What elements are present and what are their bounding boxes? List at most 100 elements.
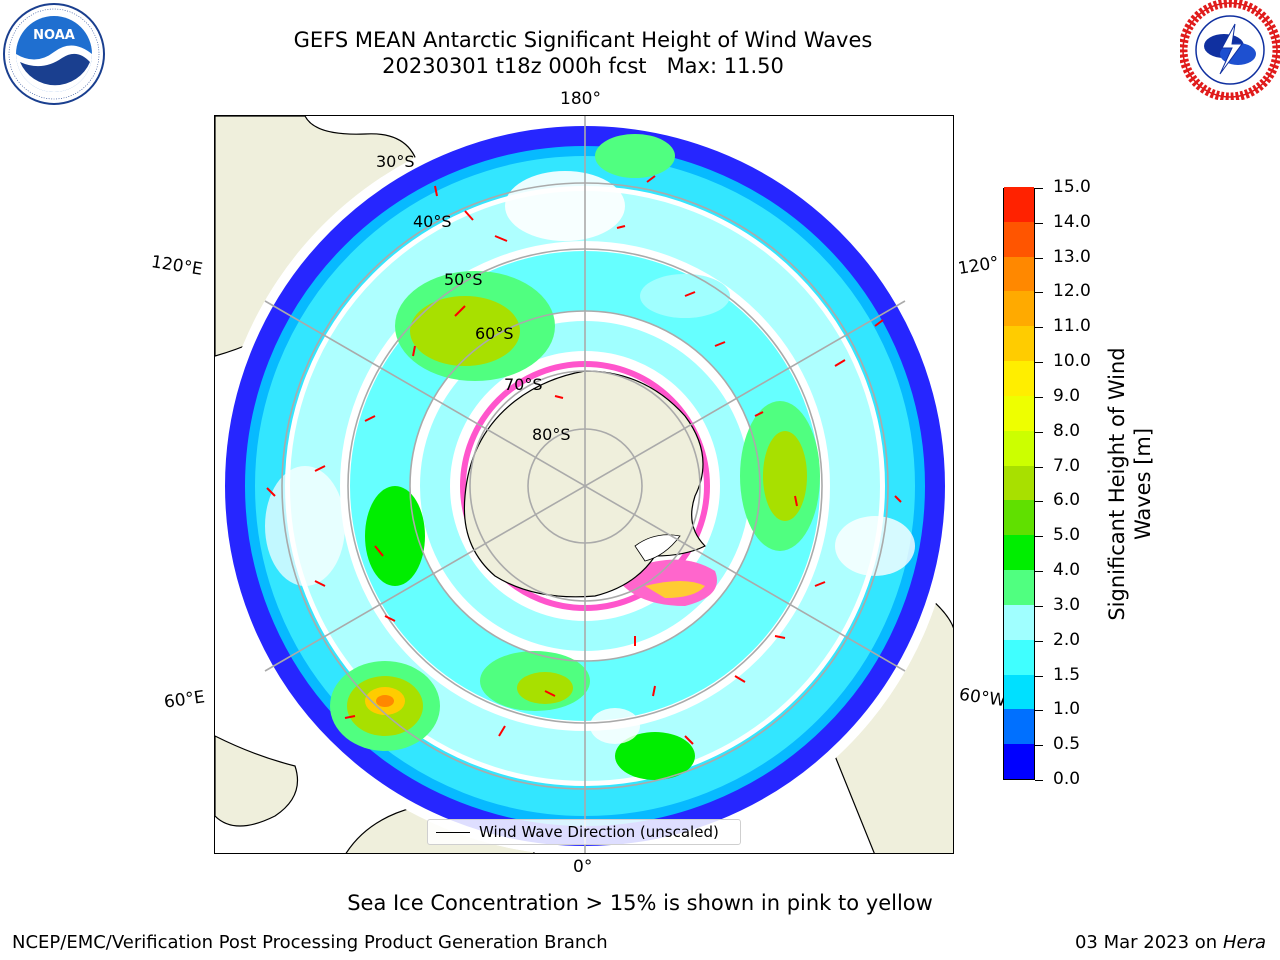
- colorbar-tick-mark: [1035, 710, 1043, 712]
- colorbar-tick-mark: [1035, 675, 1043, 677]
- colorbar-segment: [1004, 569, 1034, 605]
- wind-arrow: [544, 690, 556, 697]
- lat-label-80s: 80°S: [532, 425, 571, 444]
- wind-arrow: [684, 291, 696, 297]
- figure-title: GEFS MEAN Antarctic Significant Height o…: [183, 27, 983, 79]
- lat-label-60s: 60°S: [475, 324, 514, 343]
- wind-arrow: [714, 341, 726, 347]
- colorbar-segment: [1004, 639, 1034, 675]
- colorbar-tick-mark: [1035, 536, 1043, 538]
- colorbar-tick-label: 1.0: [1053, 699, 1081, 720]
- wind-arrow: [616, 225, 626, 229]
- colorbar-tick-mark: [1035, 640, 1043, 642]
- colorbar-segment: [1004, 708, 1034, 745]
- colorbar-tick-mark: [1035, 745, 1043, 747]
- legend-text: Wind Wave Direction (unscaled): [479, 823, 719, 841]
- colorbar-tick-mark: [1035, 605, 1043, 607]
- wind-arrow: [874, 319, 884, 327]
- colorbar-tick-mark: [1035, 327, 1043, 329]
- polar-map: [215, 116, 953, 853]
- colorbar-segment: [1004, 290, 1034, 327]
- producer-credit: NCEP/EMC/Verification Post Processing Pr…: [12, 932, 608, 953]
- colorbar-segment: [1004, 499, 1034, 536]
- map-frame: [214, 115, 954, 854]
- colorbar-tick-mark: [1035, 188, 1043, 189]
- title-line-2: 20230301 t18z 000h fcst Max: 11.50: [382, 54, 784, 78]
- wind-arrow: [454, 305, 466, 317]
- colorbar-tick-mark: [1035, 362, 1043, 364]
- lon-label-120e: 120°E: [149, 252, 204, 280]
- colorbar-tick-label: 1.5: [1053, 664, 1081, 685]
- lat-label-30s: 30°S: [376, 152, 415, 171]
- wind-arrow: [894, 495, 902, 503]
- colorbar-tick-mark: [1035, 222, 1043, 224]
- colorbar-tick-label: 2.0: [1053, 629, 1081, 650]
- colorbar-tick-label: 6.0: [1053, 490, 1081, 511]
- colorbar-segment: [1004, 430, 1034, 466]
- wind-arrow: [652, 685, 656, 697]
- colorbar-segment: [1004, 604, 1034, 640]
- wind-arrow: [314, 580, 326, 587]
- colorbar-tick-label: 12.0: [1053, 281, 1091, 302]
- wind-arrow: [774, 635, 786, 639]
- date-text: 03 Mar 2023 on: [1074, 932, 1218, 953]
- colorbar: [1003, 186, 1035, 780]
- wind-arrow: [434, 185, 438, 197]
- colorbar-tick-mark: [1035, 780, 1043, 781]
- wind-arrow: [412, 345, 416, 357]
- colorbar-tick-label: 3.0: [1053, 594, 1081, 615]
- colorbar-tick-label: 14.0: [1053, 211, 1091, 232]
- colorbar-tick-label: 9.0: [1053, 385, 1081, 406]
- colorbar-tick-label: 0.5: [1053, 734, 1081, 755]
- colorbar-segment: [1004, 325, 1034, 362]
- colorbar-label: Significant Height of Wind Waves [m]: [1104, 347, 1156, 620]
- wind-arrow: [314, 465, 326, 472]
- colorbar-label-line-1: Significant Height of Wind: [1105, 347, 1129, 621]
- noaa-logo-text: NOAA: [33, 28, 75, 43]
- generation-date: 03 Mar 2023 on Hera: [1075, 932, 1266, 953]
- colorbar-tick-mark: [1035, 292, 1043, 294]
- noaa-logo: NOAA: [3, 3, 105, 105]
- colorbar-tick-label: 11.0: [1053, 316, 1091, 337]
- wind-arrow: [554, 395, 564, 399]
- wind-arrow: [344, 715, 356, 719]
- wind-arrow: [374, 545, 384, 557]
- colorbar-tick-mark: [1035, 571, 1043, 573]
- colorbar-tick-label: 7.0: [1053, 455, 1081, 476]
- colorbar-tick-label: 0.0: [1053, 769, 1081, 789]
- wind-wave-arrows: [266, 175, 902, 745]
- machine-name: Hera: [1222, 932, 1266, 953]
- wind-arrow: [498, 725, 506, 737]
- colorbar-segment: [1004, 534, 1034, 571]
- colorbar-tick-mark: [1035, 257, 1043, 259]
- lon-label-180: 180°: [560, 89, 601, 109]
- colorbar-tick-label: 8.0: [1053, 420, 1081, 441]
- title-line-1: GEFS MEAN Antarctic Significant Height o…: [293, 28, 873, 52]
- wind-arrow: [494, 235, 508, 242]
- colorbar-tick-label: 5.0: [1053, 525, 1081, 546]
- wind-arrow: [834, 359, 846, 367]
- colorbar-segment: [1004, 465, 1034, 501]
- colorbar-segment: [1004, 186, 1034, 222]
- lon-label-60w: 60°W: [957, 684, 1008, 712]
- colorbar-segment: [1004, 743, 1034, 779]
- lon-label-120w: 120°: [956, 252, 1001, 280]
- wind-arrow: [266, 487, 276, 497]
- wind-arrow: [754, 411, 764, 417]
- lon-label-0: 0°: [573, 857, 593, 877]
- wind-arrow: [734, 675, 746, 683]
- sea-ice-note: Sea Ice Concentration > 15% is shown in …: [347, 891, 933, 915]
- colorbar-tick-label: 4.0: [1053, 560, 1081, 581]
- colorbar-tick-label: 13.0: [1053, 246, 1091, 267]
- wind-arrow: [684, 735, 694, 745]
- colorbar-tick-label: 15.0: [1053, 177, 1091, 197]
- nws-logo: [1180, 0, 1280, 100]
- lat-label-70s: 70°S: [504, 375, 543, 394]
- colorbar-segment: [1004, 674, 1034, 710]
- lat-label-50s: 50°S: [444, 270, 483, 289]
- wind-arrow: [814, 581, 826, 587]
- colorbar-tick-mark: [1035, 431, 1043, 433]
- colorbar-tick-mark: [1035, 396, 1043, 398]
- land-madagascar-region: [215, 735, 299, 827]
- colorbar-segment: [1004, 221, 1034, 257]
